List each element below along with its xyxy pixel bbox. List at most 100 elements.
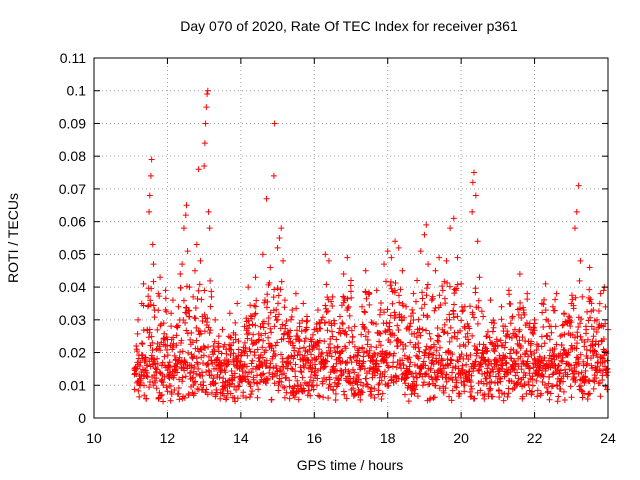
data-point [168, 323, 175, 330]
data-point [410, 373, 417, 380]
data-point [407, 359, 414, 366]
data-point [480, 313, 487, 320]
data-point [578, 369, 585, 376]
data-point [174, 369, 181, 376]
data-point [497, 337, 504, 344]
data-point [531, 350, 538, 357]
data-point [228, 367, 235, 374]
data-point [133, 371, 140, 378]
data-point [595, 308, 602, 315]
data-point [225, 358, 232, 365]
data-point [393, 364, 400, 371]
data-point [349, 333, 356, 340]
data-point [442, 374, 449, 381]
data-point [149, 339, 156, 346]
data-point [388, 254, 395, 261]
data-point [267, 309, 274, 316]
data-point [457, 353, 464, 360]
data-point [366, 290, 373, 297]
data-point [271, 380, 278, 387]
data-point [232, 319, 239, 326]
data-point [420, 379, 427, 386]
data-point [278, 225, 285, 232]
data-point [519, 393, 526, 400]
data-point [285, 329, 292, 336]
data-point [324, 358, 331, 365]
data-point [193, 370, 200, 377]
data-point [546, 396, 553, 403]
data-point [339, 347, 346, 354]
data-point [506, 334, 513, 341]
data-point [145, 302, 152, 309]
data-point [354, 381, 361, 388]
data-point [475, 304, 482, 311]
data-point [193, 241, 200, 248]
data-point [461, 303, 468, 310]
data-point [312, 372, 319, 379]
data-point [406, 354, 413, 361]
data-point [285, 354, 292, 361]
data-point [179, 374, 186, 381]
data-point [329, 302, 336, 309]
data-point [172, 366, 179, 373]
data-point [379, 390, 386, 397]
data-point [555, 393, 562, 400]
data-point [253, 297, 260, 304]
data-point [524, 290, 531, 297]
data-point [247, 348, 254, 355]
data-point [177, 348, 184, 355]
data-point [410, 290, 417, 297]
data-point [577, 351, 584, 358]
y-tick-label: 0.09 [59, 115, 86, 131]
data-point [202, 344, 209, 351]
data-point [394, 342, 401, 349]
data-point [588, 362, 595, 369]
data-point [546, 373, 553, 380]
data-point [327, 347, 334, 354]
data-point [266, 369, 273, 376]
data-point [325, 395, 332, 402]
data-point [431, 394, 438, 401]
data-point [275, 300, 282, 307]
data-point [186, 313, 193, 320]
data-point [355, 372, 362, 379]
data-point [259, 354, 266, 361]
data-point [392, 287, 399, 294]
data-point [252, 274, 259, 281]
data-point [494, 359, 501, 366]
data-point [254, 346, 261, 353]
data-point [262, 330, 269, 337]
data-point [475, 380, 482, 387]
data-point [153, 375, 160, 382]
data-point [203, 104, 210, 111]
data-point [240, 389, 247, 396]
data-point [337, 330, 344, 337]
data-point [424, 281, 431, 288]
data-point [584, 308, 591, 315]
data-point [208, 372, 215, 379]
data-point [596, 300, 603, 307]
data-point [259, 344, 266, 351]
data-point [132, 370, 139, 377]
data-point [546, 323, 553, 330]
data-point [251, 311, 258, 318]
data-point [272, 342, 279, 349]
data-point [465, 323, 472, 330]
data-point [441, 278, 448, 285]
data-point [245, 329, 252, 336]
data-point [146, 358, 153, 365]
data-point [273, 365, 280, 372]
data-point [166, 372, 173, 379]
data-point [157, 392, 164, 399]
data-point [270, 294, 277, 301]
data-point [396, 299, 403, 306]
data-point [263, 357, 270, 364]
data-point [397, 360, 404, 367]
data-point [223, 363, 230, 370]
data-point [557, 385, 564, 392]
data-point [248, 313, 255, 320]
data-point [157, 322, 164, 329]
data-point [524, 319, 531, 326]
data-point [366, 347, 373, 354]
data-point [251, 302, 258, 309]
